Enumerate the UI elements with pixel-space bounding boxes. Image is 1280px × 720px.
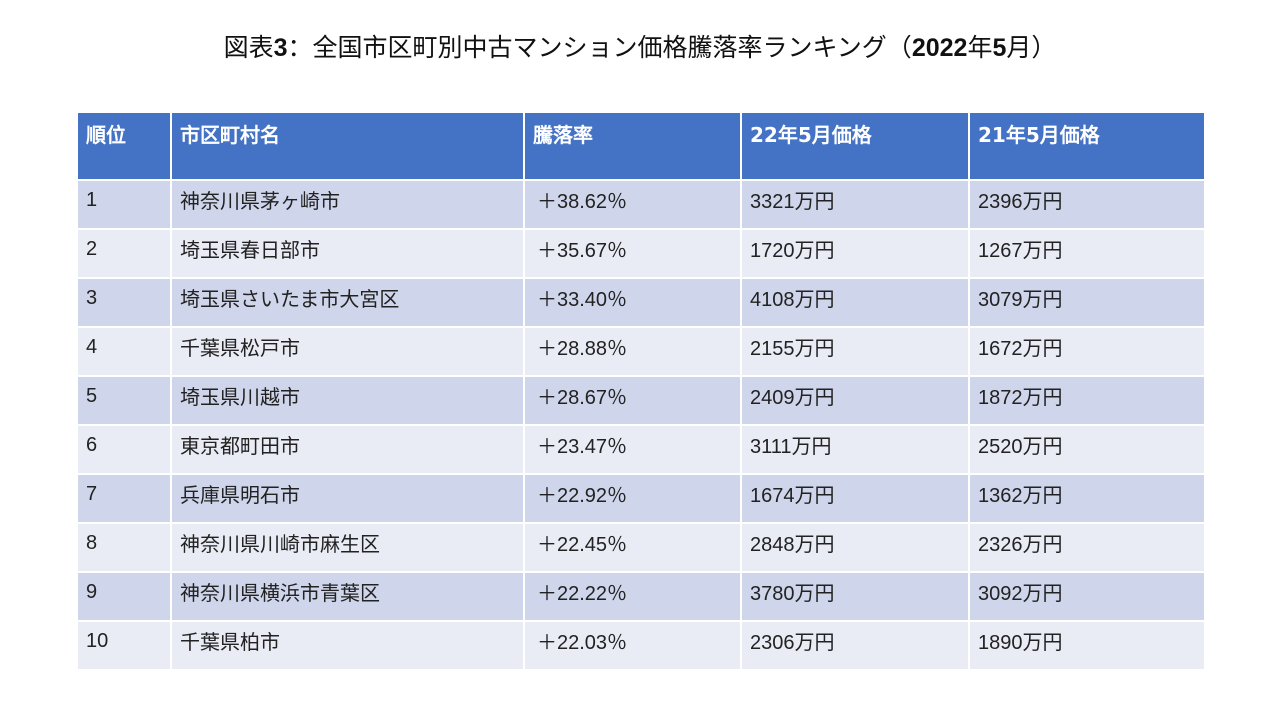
change-rate-cell: ＋22.45％ <box>523 522 742 573</box>
price-2021-cell: 1267万円 <box>968 228 1206 279</box>
price-2022-cell: 4108万円 <box>740 277 970 328</box>
price-2022-cell: 3780万円 <box>740 571 970 622</box>
change-rate-cell: ＋38.62％ <box>523 179 742 230</box>
change-rate-cell: ＋23.47％ <box>523 424 742 475</box>
price-2021-cell: 1672万円 <box>968 326 1206 377</box>
municipality-cell: 千葉県柏市 <box>170 620 525 671</box>
municipality-cell: 埼玉県川越市 <box>170 375 525 426</box>
header-rank: 順位 <box>76 111 172 181</box>
rank-cell: 1 <box>76 179 172 230</box>
rank-cell: 3 <box>76 277 172 328</box>
page-title: 図表3：全国市区町別中古マンション価格騰落率ランキング（2022年5月） <box>0 28 1280 64</box>
change-rate-cell: ＋33.40％ <box>523 277 742 328</box>
price-2021-cell: 2520万円 <box>968 424 1206 475</box>
table-row: 7 兵庫県明石市 ＋22.92％ 1674万円 1362万円 <box>76 473 1206 524</box>
price-2022-cell: 2155万円 <box>740 326 970 377</box>
change-rate-cell: ＋35.67％ <box>523 228 742 279</box>
change-rate-cell: ＋22.92％ <box>523 473 742 524</box>
price-2021-cell: 3092万円 <box>968 571 1206 622</box>
table-row: 2 埼玉県春日部市 ＋35.67％ 1720万円 1267万円 <box>76 228 1206 279</box>
header-price-2021: 21年5月価格 <box>968 111 1206 181</box>
price-2022-cell: 1674万円 <box>740 473 970 524</box>
rank-cell: 8 <box>76 522 172 573</box>
table-row: 6 東京都町田市 ＋23.47％ 3111万円 2520万円 <box>76 424 1206 475</box>
header-change-rate: 騰落率 <box>523 111 742 181</box>
price-2021-cell: 2396万円 <box>968 179 1206 230</box>
ranking-table: 順位 市区町村名 騰落率 22年5月価格 21年5月価格 1 神奈川県茅ヶ崎市 ＋3… <box>76 111 1206 671</box>
price-2022-cell: 1720万円 <box>740 228 970 279</box>
table-row: 9 神奈川県横浜市青葉区 ＋22.22％ 3780万円 3092万円 <box>76 571 1206 622</box>
price-2021-cell: 1872万円 <box>968 375 1206 426</box>
table-row: 10 千葉県柏市 ＋22.03％ 2306万円 1890万円 <box>76 620 1206 671</box>
price-2021-cell: 1890万円 <box>968 620 1206 671</box>
price-2021-cell: 2326万円 <box>968 522 1206 573</box>
municipality-cell: 神奈川県茅ヶ崎市 <box>170 179 525 230</box>
price-2022-cell: 2409万円 <box>740 375 970 426</box>
price-2021-cell: 1362万円 <box>968 473 1206 524</box>
rank-cell: 9 <box>76 571 172 622</box>
title-month-suffix: 月） <box>1006 33 1057 62</box>
title-month: 5 <box>992 34 1007 62</box>
price-2022-cell: 2848万円 <box>740 522 970 573</box>
municipality-cell: 神奈川県川崎市麻生区 <box>170 522 525 573</box>
rank-cell: 6 <box>76 424 172 475</box>
municipality-cell: 兵庫県明石市 <box>170 473 525 524</box>
table-row: 8 神奈川県川崎市麻生区 ＋22.45％ 2848万円 2326万円 <box>76 522 1206 573</box>
change-rate-cell: ＋28.67％ <box>523 375 742 426</box>
rank-cell: 2 <box>76 228 172 279</box>
rank-cell: 4 <box>76 326 172 377</box>
table-row: 3 埼玉県さいたま市大宮区 ＋33.40％ 4108万円 3079万円 <box>76 277 1206 328</box>
change-rate-cell: ＋28.88％ <box>523 326 742 377</box>
table-row: 5 埼玉県川越市 ＋28.67％ 2409万円 1872万円 <box>76 375 1206 426</box>
table-row: 4 千葉県松戸市 ＋28.88％ 2155万円 1672万円 <box>76 326 1206 377</box>
title-year: 2022 <box>911 34 968 62</box>
municipality-cell: 埼玉県春日部市 <box>170 228 525 279</box>
change-rate-cell: ＋22.22％ <box>523 571 742 622</box>
title-figure-number: 3 <box>273 34 288 62</box>
title-prefix: 図表 <box>223 33 274 62</box>
rank-cell: 5 <box>76 375 172 426</box>
change-rate-cell: ＋22.03％ <box>523 620 742 671</box>
table-row: 1 神奈川県茅ヶ崎市 ＋38.62％ 3321万円 2396万円 <box>76 179 1206 230</box>
header-price-2022: 22年5月価格 <box>740 111 970 181</box>
municipality-cell: 神奈川県横浜市青葉区 <box>170 571 525 622</box>
municipality-cell: 千葉県松戸市 <box>170 326 525 377</box>
rank-cell: 10 <box>76 620 172 671</box>
table-header-row: 順位 市区町村名 騰落率 22年5月価格 21年5月価格 <box>76 111 1206 181</box>
price-2022-cell: 3111万円 <box>740 424 970 475</box>
price-2021-cell: 3079万円 <box>968 277 1206 328</box>
title-year-suffix: 年 <box>967 33 993 62</box>
municipality-cell: 東京都町田市 <box>170 424 525 475</box>
price-2022-cell: 3321万円 <box>740 179 970 230</box>
rank-cell: 7 <box>76 473 172 524</box>
municipality-cell: 埼玉県さいたま市大宮区 <box>170 277 525 328</box>
title-main: ：全国市区町別中古マンション価格騰落率ランキング（ <box>287 33 912 62</box>
price-2022-cell: 2306万円 <box>740 620 970 671</box>
header-municipality: 市区町村名 <box>170 111 525 181</box>
